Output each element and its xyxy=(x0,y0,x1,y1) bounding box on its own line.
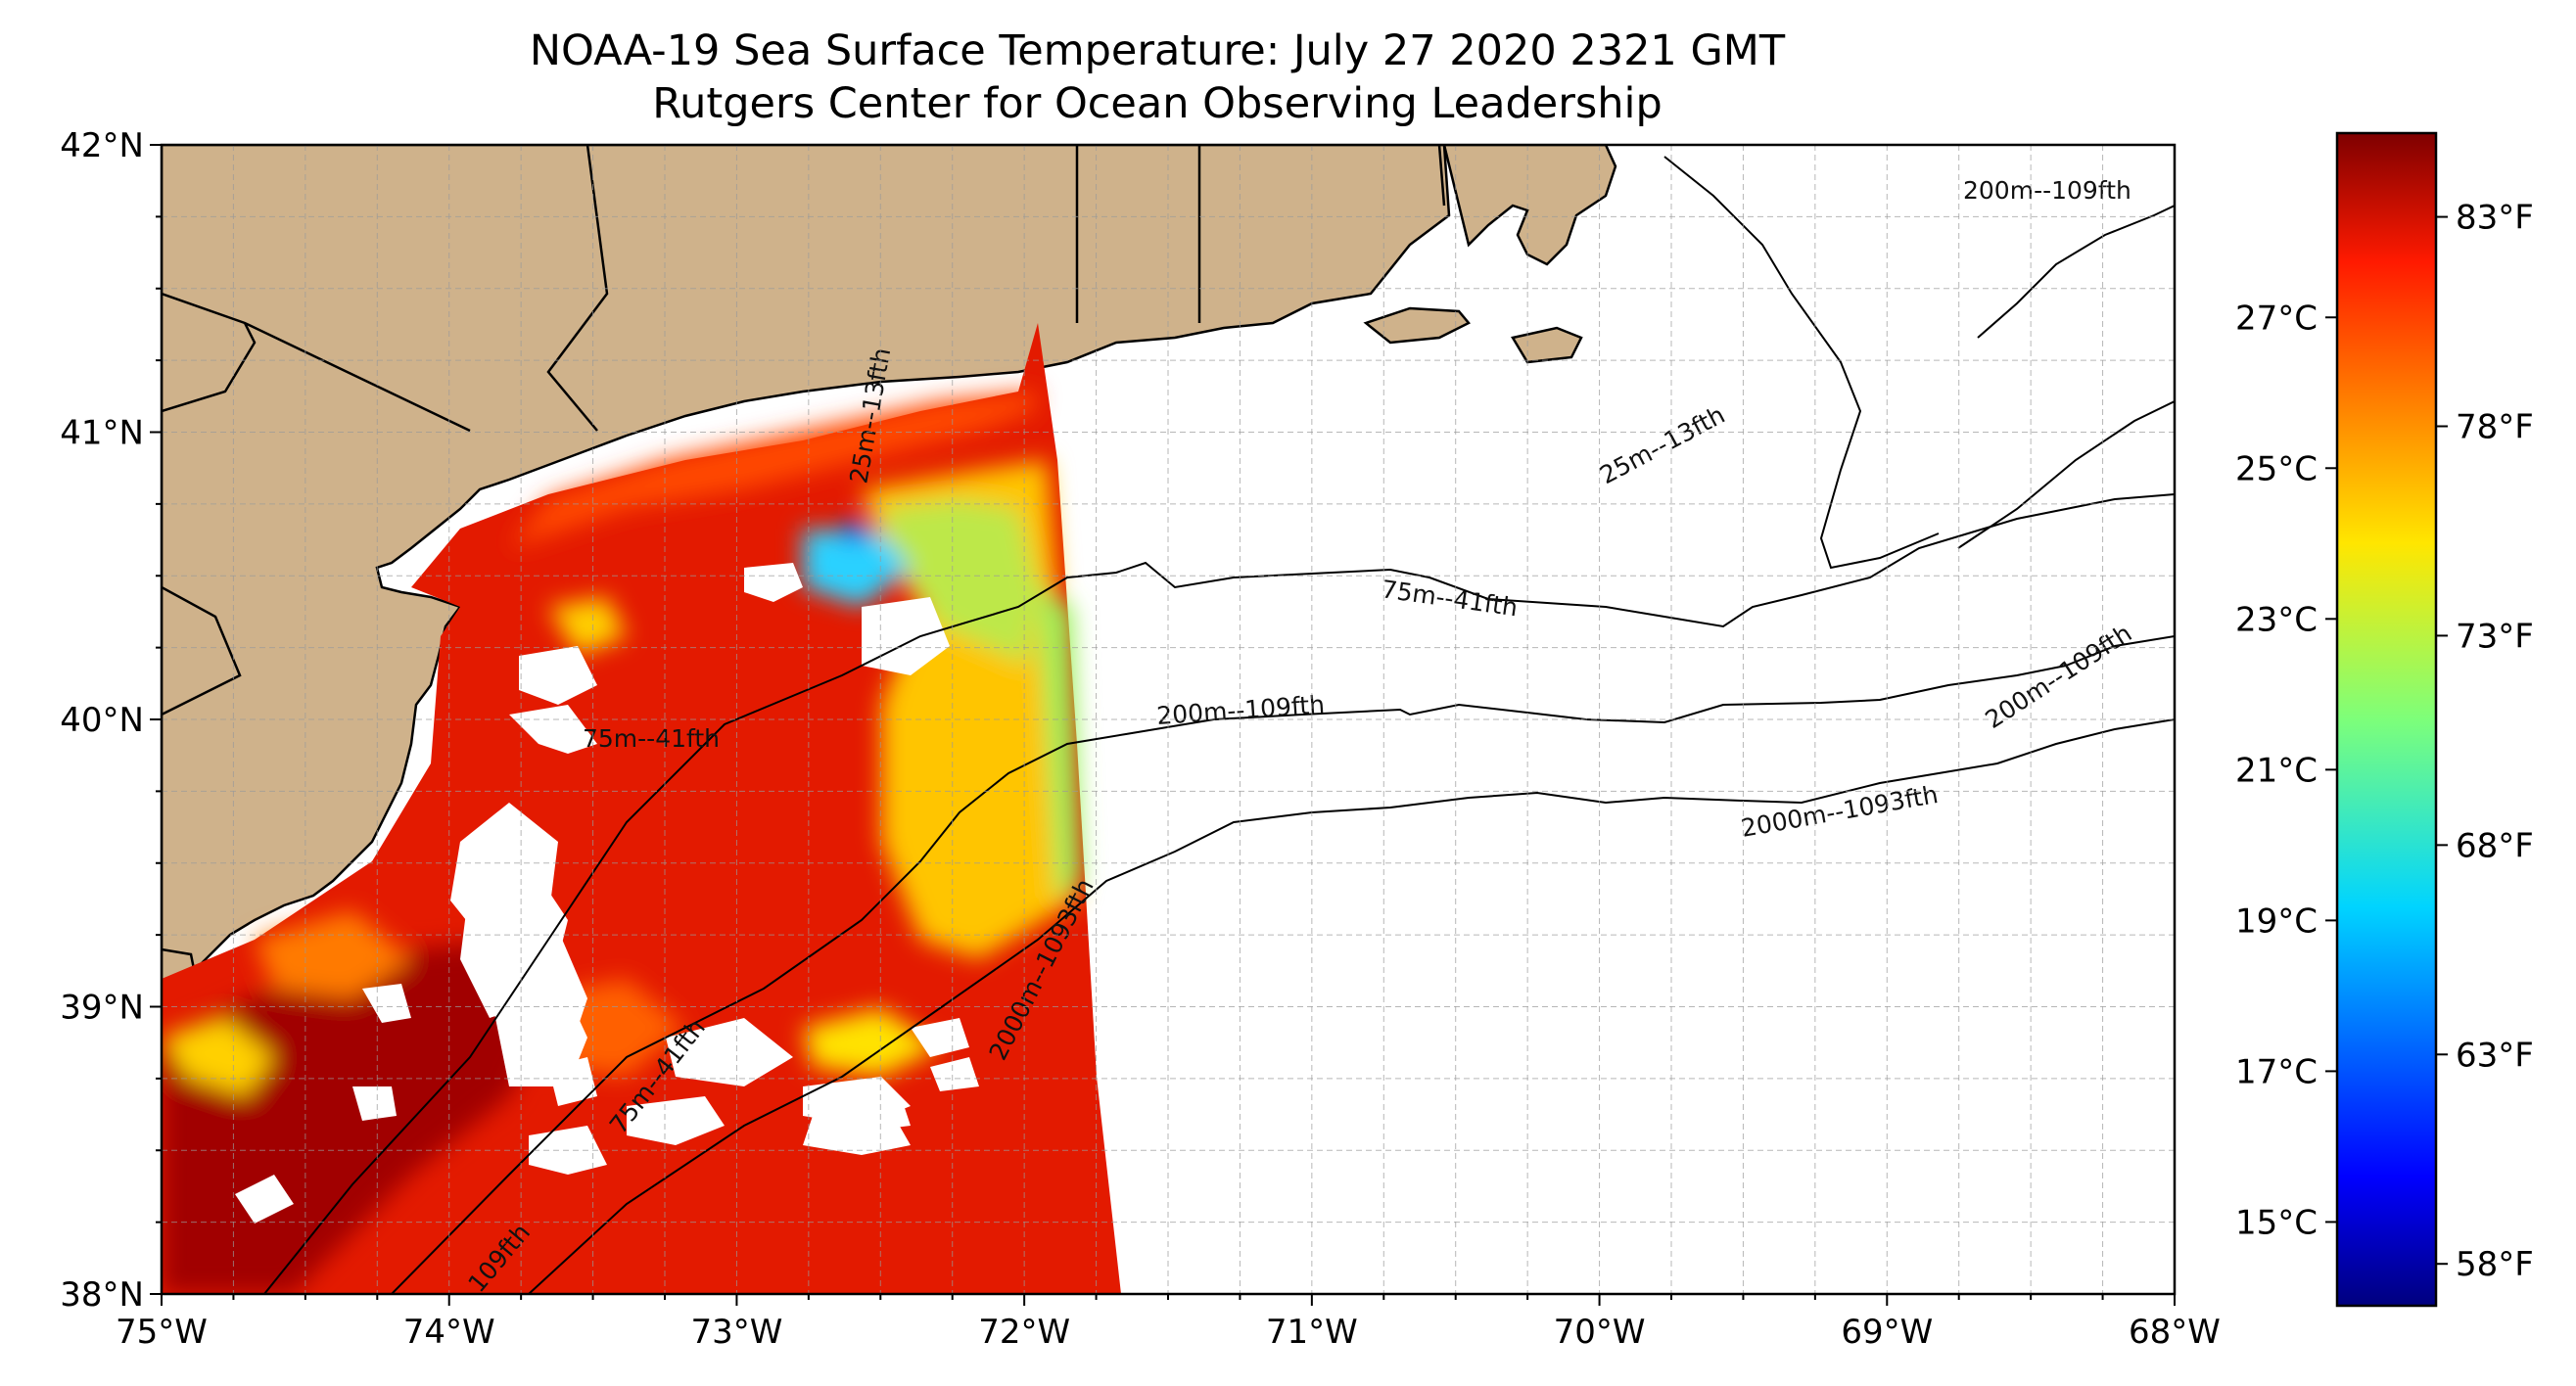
lon-tick-label: 74°W xyxy=(403,1313,495,1352)
colorbar-f-tick-label: 68°F xyxy=(2456,826,2534,865)
colorbar-f-tick-label: 73°F xyxy=(2456,617,2534,656)
sst-swath xyxy=(162,323,1121,1294)
gridlines xyxy=(162,145,2175,1294)
colorbar: 83°F 78°F 73°F 68°F 63°F 58°F 27°C 25°C 23°C 21°… xyxy=(2235,131,2534,1308)
bathymetry-contours xyxy=(263,156,2175,1294)
latitude-axis: 42°N 41°N 40°N 39°N 38°N xyxy=(60,126,162,1315)
lat-tick-label: 41°N xyxy=(60,414,144,453)
lon-tick-label: 69°W xyxy=(1841,1313,1933,1352)
colorbar-gradient xyxy=(2337,133,2436,1306)
lon-tick-label: 75°W xyxy=(116,1313,208,1352)
colorbar-c-tick-label: 27°C xyxy=(2235,299,2318,338)
lon-tick-label: 72°W xyxy=(978,1313,1070,1352)
colorbar-c-tick-label: 25°C xyxy=(2235,449,2318,488)
colorbar-celsius-ticks: 27°C 25°C 23°C 21°C 19°C 17°C 15°C xyxy=(2235,299,2337,1242)
colorbar-c-tick-label: 17°C xyxy=(2235,1052,2318,1091)
lon-tick-label: 71°W xyxy=(1266,1313,1358,1352)
colorbar-f-tick-label: 63°F xyxy=(2456,1036,2534,1075)
colorbar-f-tick-label: 58°F xyxy=(2456,1245,2534,1284)
map-area: 200m--109fth 25m--13fth 75m--41fth 200m-… xyxy=(162,145,2175,1294)
lat-tick-label: 39°N xyxy=(60,989,144,1028)
longitude-axis: 75°W 74°W 73°W 72°W 71°W 70°W 69°W 68°W xyxy=(116,1294,2221,1352)
colorbar-c-tick-label: 19°C xyxy=(2235,901,2318,941)
lon-tick-label: 68°W xyxy=(2129,1313,2221,1352)
colorbar-f-tick-label: 78°F xyxy=(2456,408,2534,447)
lat-tick-label: 38°N xyxy=(60,1275,144,1315)
colorbar-frame xyxy=(2335,131,2438,1308)
contour-label-200m-top: 200m--109fth xyxy=(1963,176,2131,205)
state-borders xyxy=(162,145,1446,716)
colorbar-c-tick-label: 15°C xyxy=(2235,1203,2318,1242)
lat-tick-label: 42°N xyxy=(60,126,144,165)
colorbar-fahrenheit-ticks: 83°F 78°F 73°F 68°F 63°F 58°F xyxy=(2436,199,2534,1284)
lat-tick-label: 40°N xyxy=(60,701,144,740)
lon-tick-label: 73°W xyxy=(690,1313,782,1352)
lon-tick-label: 70°W xyxy=(1554,1313,1646,1352)
colorbar-c-tick-label: 23°C xyxy=(2235,600,2318,639)
contour-label-75m-nj: 75m--41fth xyxy=(583,724,720,753)
colorbar-f-tick-label: 83°F xyxy=(2456,199,2534,238)
colorbar-c-tick-label: 21°C xyxy=(2235,751,2318,790)
map-subtitle: Rutgers Center for Ocean Observing Leade… xyxy=(652,79,1663,128)
map-title: NOAA-19 Sea Surface Temperature: July 27… xyxy=(530,26,1786,75)
